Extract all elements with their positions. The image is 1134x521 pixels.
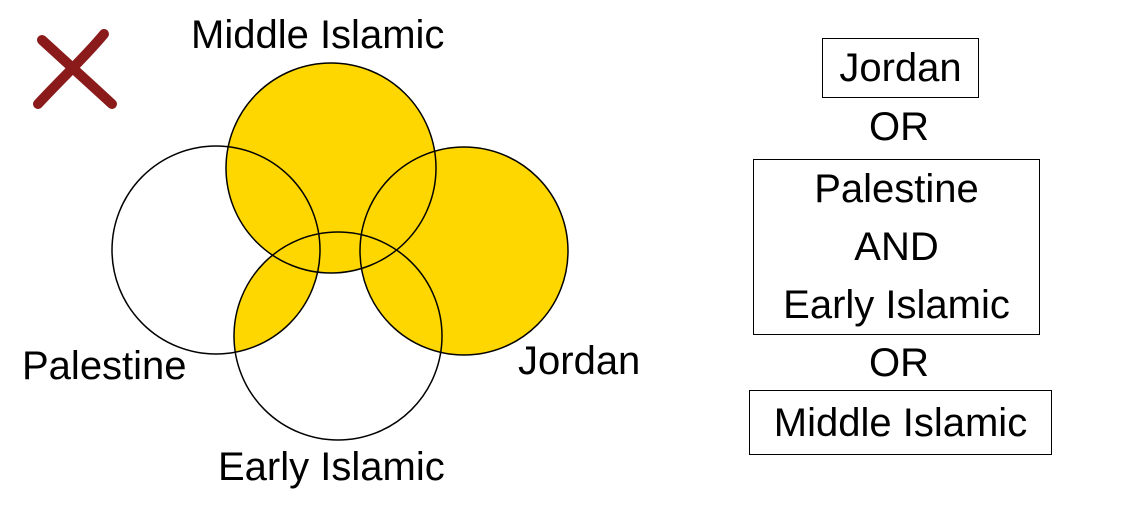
label-early-islamic: Early Islamic <box>218 445 445 489</box>
query-term-middle-islamic: Middle Islamic <box>749 390 1052 455</box>
query-group-palestine-and-early-islamic: Palestine AND Early Islamic <box>753 159 1040 335</box>
palestine-early-islamic-intersection <box>234 232 320 354</box>
operator-or-1: OR <box>869 105 929 149</box>
middle-islamic-circle <box>225 62 437 274</box>
jordan-circle-fill <box>360 147 568 355</box>
label-middle-islamic: Middle Islamic <box>191 13 445 57</box>
query-term-jordan-text: Jordan <box>839 46 962 90</box>
jordan-circle <box>359 146 569 356</box>
operator-or-2: OR <box>869 341 929 385</box>
cross-mark-icon <box>33 29 117 109</box>
group-term-palestine: Palestine <box>814 167 979 211</box>
early-islamic-circle <box>233 231 443 441</box>
query-term-middle-islamic-text: Middle Islamic <box>773 400 1028 445</box>
group-term-early-islamic: Early Islamic <box>783 283 1010 327</box>
label-jordan: Jordan <box>518 339 641 383</box>
query-term-jordan: Jordan <box>822 38 979 98</box>
label-palestine: Palestine <box>22 344 187 388</box>
group-operator-and: AND <box>854 225 939 269</box>
palestine-circle <box>111 145 321 355</box>
